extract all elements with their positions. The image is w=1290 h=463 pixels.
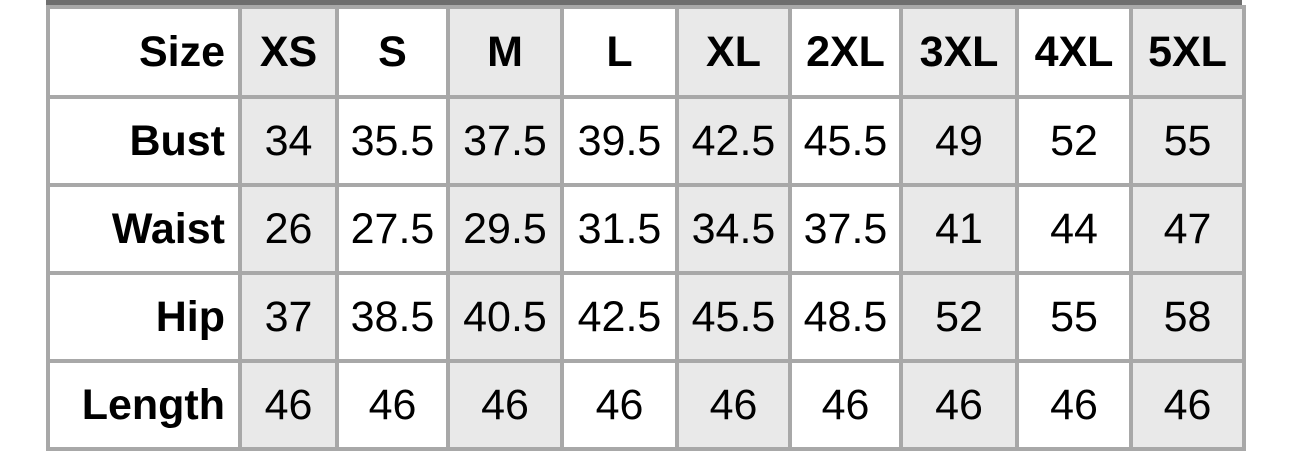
value-cell: 34 [238,95,339,187]
value-cell: 44 [1015,183,1133,275]
table-header: Size XS S M L XL 2XL 3XL 4XL 5XL [46,5,1246,99]
value-cell: 49 [899,95,1019,187]
value-cell: 37.5 [446,95,564,187]
row-label-hip: Hip [46,271,242,363]
table-row-length: Length 46 46 46 46 46 46 46 46 46 [46,359,1246,451]
value-cell: 46 [560,359,679,451]
value-cell: 46 [1015,359,1133,451]
header-row: Size XS S M L XL 2XL 3XL 4XL 5XL [46,5,1246,99]
value-cell: 45.5 [675,271,792,363]
table-row-waist: Waist 26 27.5 29.5 31.5 34.5 37.5 41 44 … [46,183,1246,275]
table-row-bust: Bust 34 35.5 37.5 39.5 42.5 45.5 49 52 5… [46,95,1246,187]
header-cell-2xl: 2XL [788,5,903,99]
top-border-bar [46,0,1242,5]
value-cell: 27.5 [335,183,450,275]
value-cell: 35.5 [335,95,450,187]
header-cell-5xl: 5XL [1129,5,1246,99]
value-cell: 40.5 [446,271,564,363]
value-cell: 45.5 [788,95,903,187]
value-cell: 46 [446,359,564,451]
value-cell: 39.5 [560,95,679,187]
value-cell: 38.5 [335,271,450,363]
row-label-length: Length [46,359,242,451]
value-cell: 52 [1015,95,1133,187]
value-cell: 42.5 [675,95,792,187]
value-cell: 42.5 [560,271,679,363]
size-chart-region: Size XS S M L XL 2XL 3XL 4XL 5XL Bust 34… [46,0,1246,451]
value-cell: 41 [899,183,1019,275]
size-chart-table: Size XS S M L XL 2XL 3XL 4XL 5XL Bust 34… [46,5,1246,451]
value-cell: 26 [238,183,339,275]
value-cell: 46 [675,359,792,451]
header-cell-xl: XL [675,5,792,99]
value-cell: 48.5 [788,271,903,363]
value-cell: 52 [899,271,1019,363]
value-cell: 46 [788,359,903,451]
header-cell-xs: XS [238,5,339,99]
value-cell: 55 [1015,271,1133,363]
header-cell-m: M [446,5,564,99]
table-row-hip: Hip 37 38.5 40.5 42.5 45.5 48.5 52 55 58 [46,271,1246,363]
value-cell: 55 [1129,95,1246,187]
value-cell: 37 [238,271,339,363]
value-cell: 46 [1129,359,1246,451]
value-cell: 46 [238,359,339,451]
header-cell-l: L [560,5,679,99]
row-label-bust: Bust [46,95,242,187]
header-cell-4xl: 4XL [1015,5,1133,99]
header-cell-3xl: 3XL [899,5,1019,99]
value-cell: 58 [1129,271,1246,363]
table-body: Bust 34 35.5 37.5 39.5 42.5 45.5 49 52 5… [46,95,1246,451]
header-cell-size: Size [46,5,242,99]
value-cell: 31.5 [560,183,679,275]
value-cell: 46 [335,359,450,451]
row-label-waist: Waist [46,183,242,275]
header-cell-s: S [335,5,450,99]
value-cell: 29.5 [446,183,564,275]
value-cell: 37.5 [788,183,903,275]
value-cell: 47 [1129,183,1246,275]
value-cell: 46 [899,359,1019,451]
value-cell: 34.5 [675,183,792,275]
